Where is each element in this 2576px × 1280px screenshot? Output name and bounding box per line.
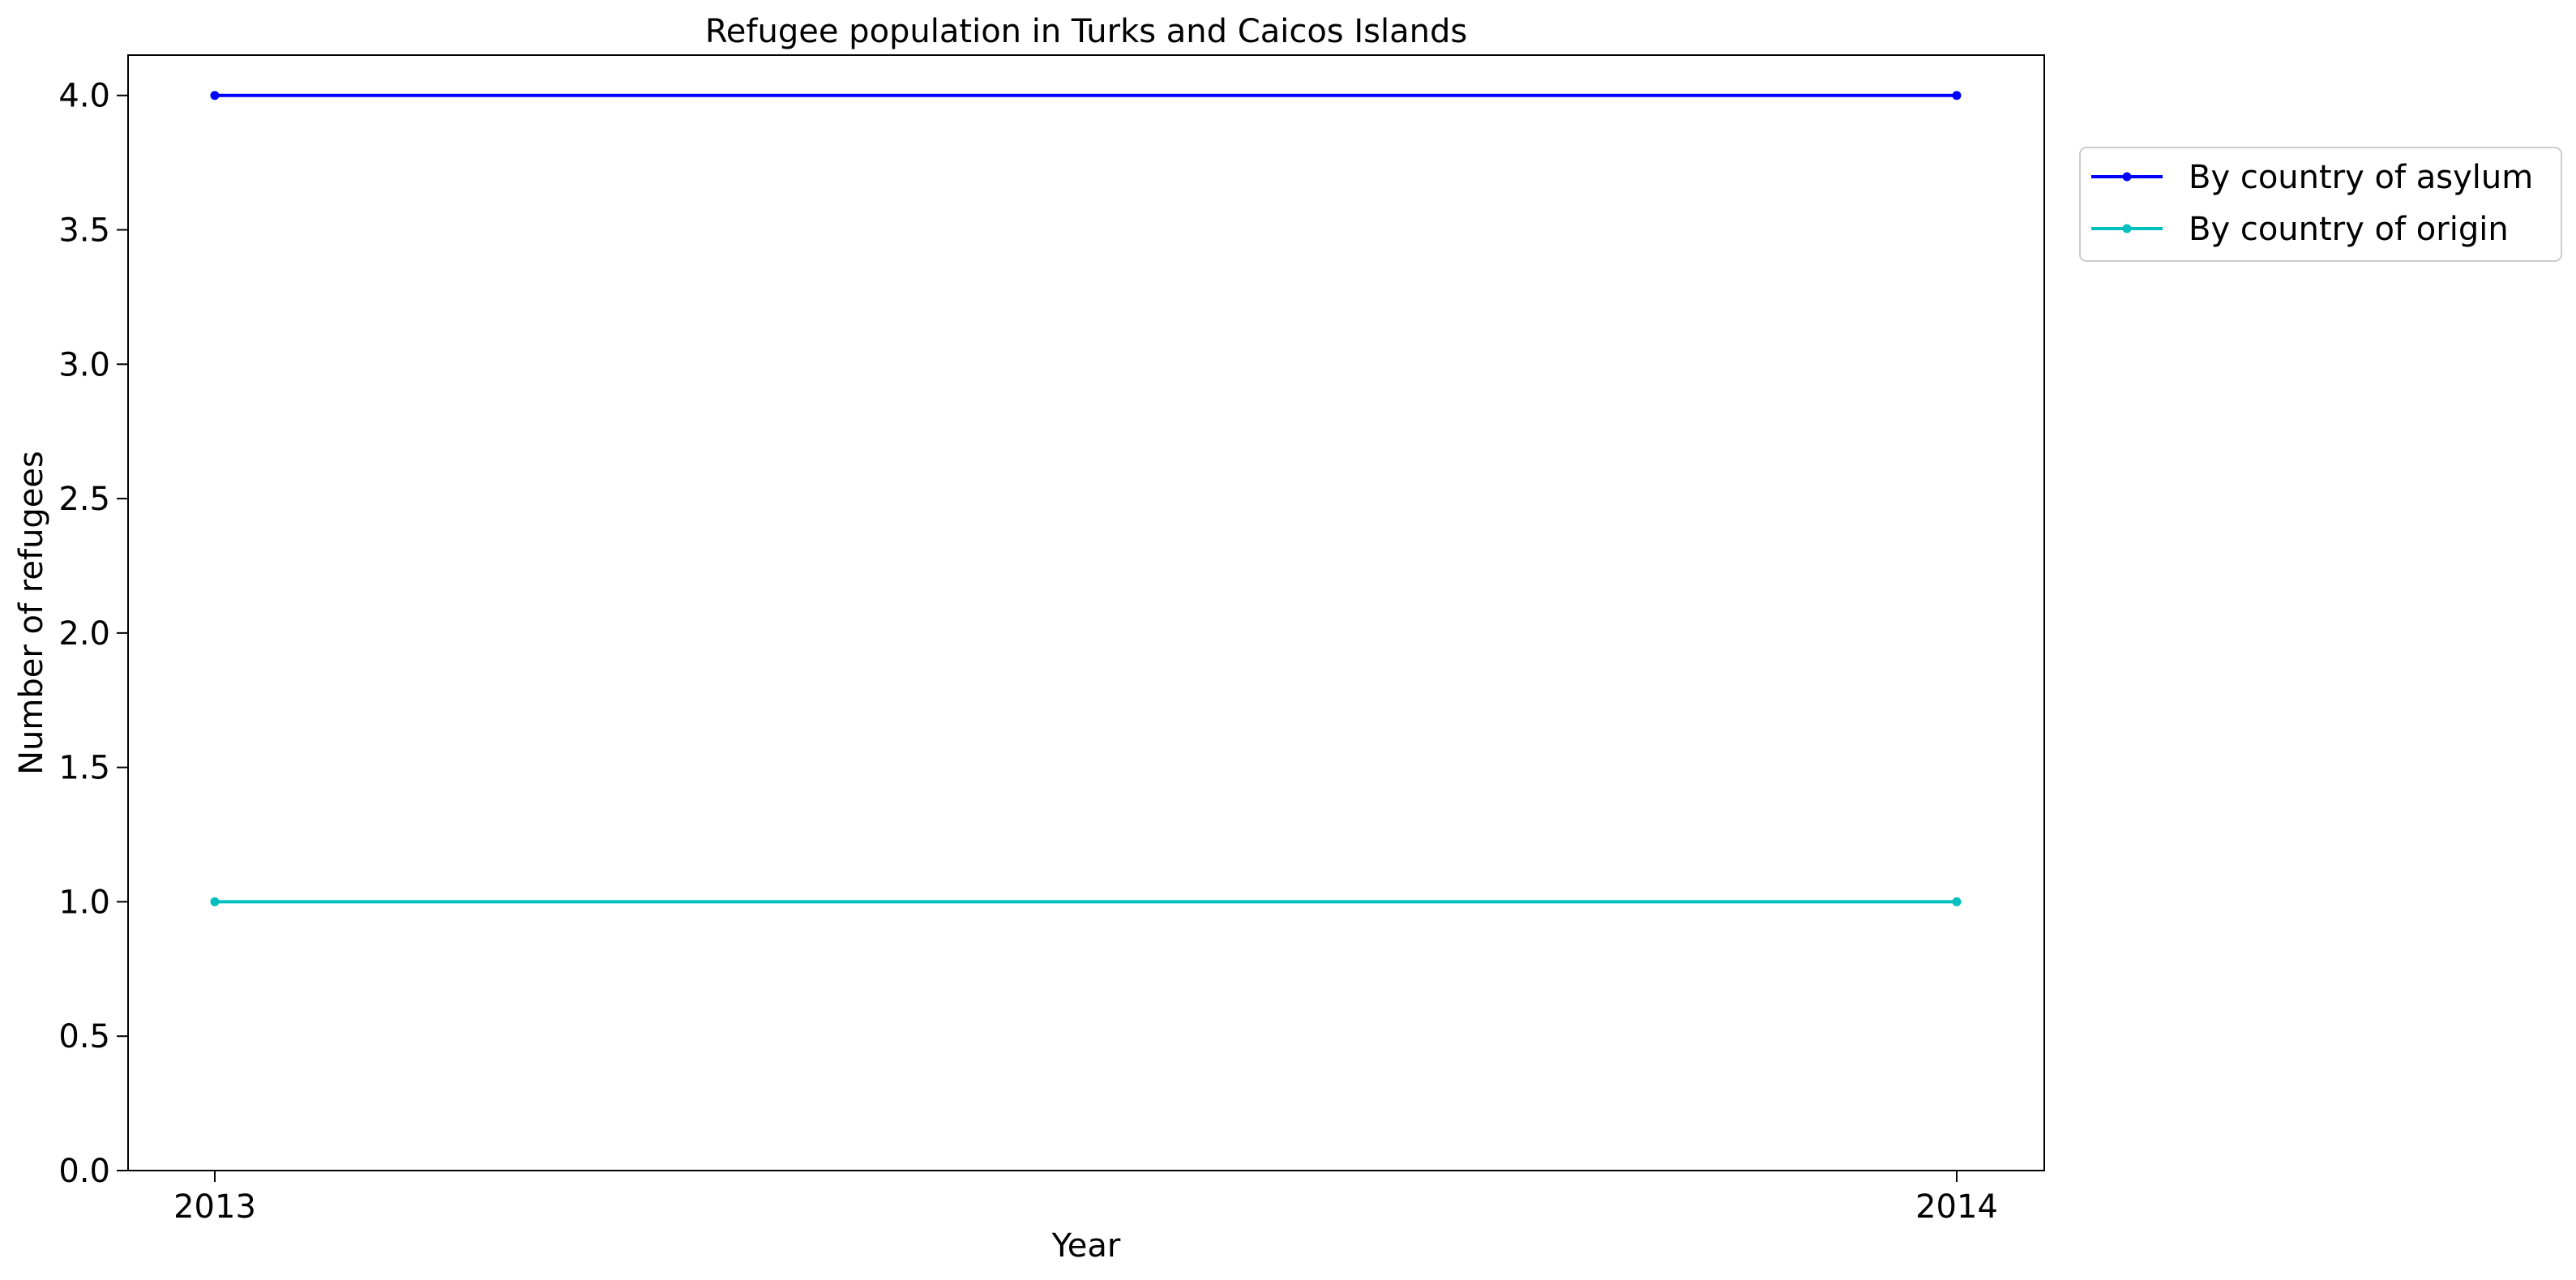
y-tick-label: 2.0: [58, 615, 110, 653]
x-tick-label: 2013: [173, 1188, 256, 1226]
data-point: [1952, 91, 1962, 101]
y-tick-label: 2.5: [58, 481, 110, 518]
plot-frame: [127, 54, 2045, 1171]
series-layer: [210, 91, 1962, 906]
legend-box: [2079, 147, 2562, 262]
x-tick-label: 2014: [1915, 1188, 1998, 1226]
data-point: [210, 91, 220, 101]
y-axis-label: Number of refugees: [13, 451, 50, 775]
x-axis-label: Year: [1051, 1227, 1121, 1265]
chart-title: Refugee population in Turks and Caicos I…: [705, 13, 1467, 50]
y-axis-ticks: 0.0 0.5 1.0 1.5 2.0 2.5 3.0 3.5 4.0: [58, 78, 128, 1190]
y-tick-label: 3.0: [58, 346, 110, 383]
legend-swatch-marker: [2122, 224, 2132, 233]
x-axis-ticks: 2013 2014: [173, 1171, 1998, 1226]
y-tick-label: 0.5: [58, 1018, 110, 1055]
y-tick-label: 3.5: [58, 212, 110, 250]
y-tick-label: 1.0: [58, 884, 110, 921]
legend: By country of asylum By country of origin: [2079, 147, 2562, 262]
data-point: [1952, 897, 1962, 906]
data-point: [210, 897, 220, 906]
y-tick-label: 1.5: [58, 750, 110, 787]
legend-label: By country of origin: [2189, 211, 2509, 248]
y-tick-label: 0.0: [58, 1153, 110, 1190]
y-tick-label: 4.0: [58, 78, 110, 115]
legend-label: By country of asylum: [2189, 159, 2533, 196]
legend-swatch-marker: [2122, 172, 2132, 182]
